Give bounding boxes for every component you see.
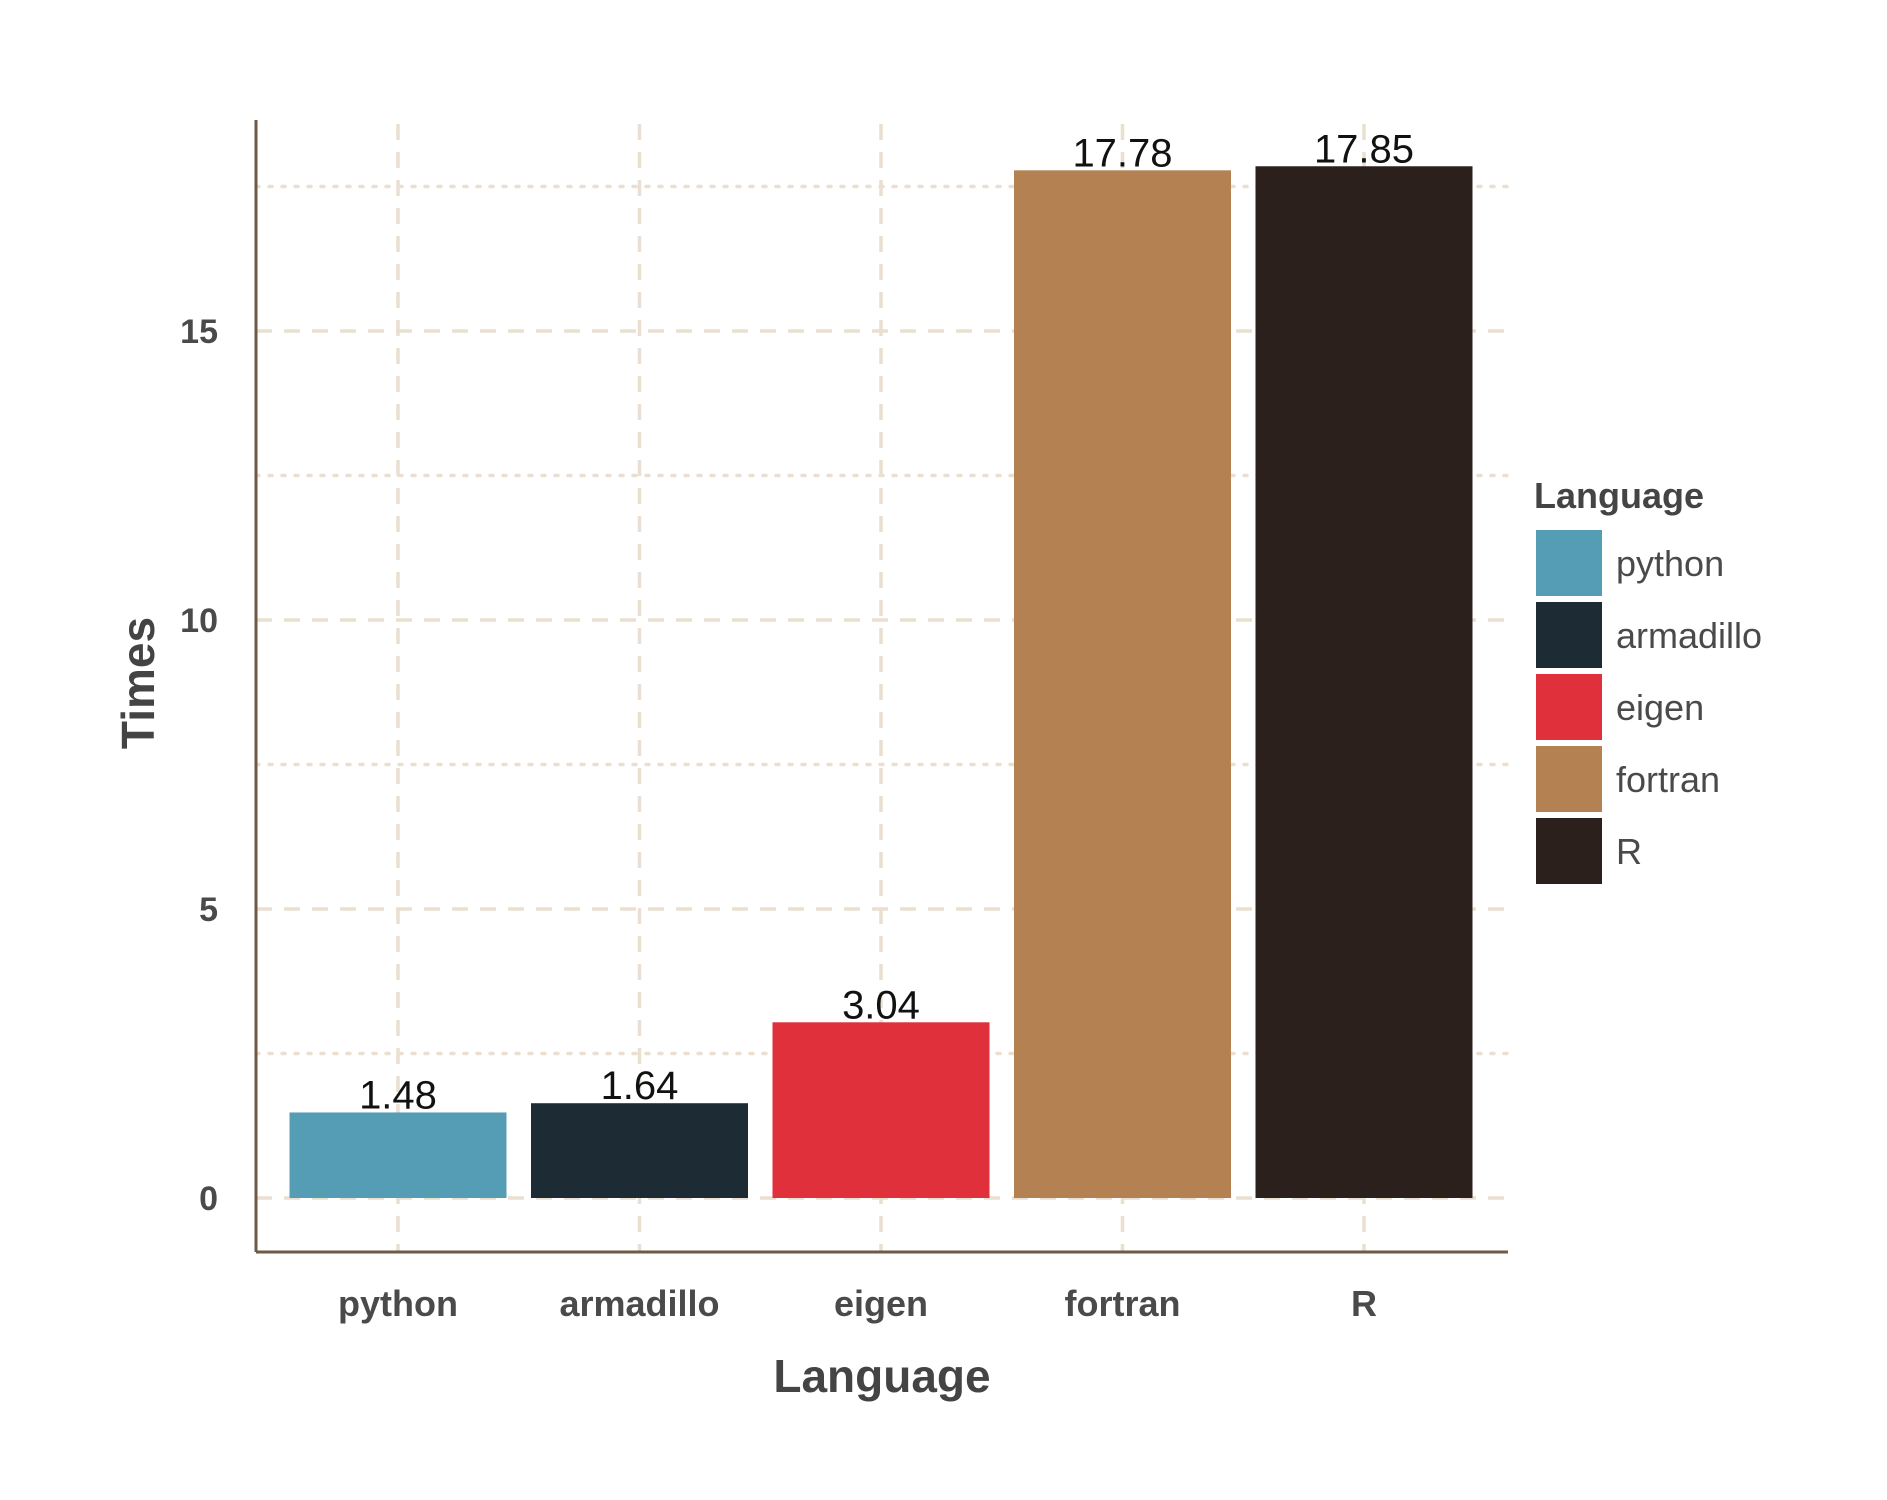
- x-tick-label-fortran: fortran: [1065, 1283, 1181, 1324]
- bar-python: [289, 1112, 507, 1198]
- data-label-armadillo: 1.64: [601, 1064, 679, 1108]
- legend-swatch-eigen: [1536, 674, 1602, 740]
- x-tick-labels: python armadillo eigen fortran R: [338, 1283, 1377, 1324]
- x-tick-label-r: R: [1351, 1283, 1377, 1324]
- axes: [254, 120, 1508, 1254]
- legend-label-eigen: eigen: [1616, 687, 1704, 728]
- legend-title: Language: [1534, 475, 1704, 516]
- bar-armadillo: [531, 1103, 748, 1198]
- y-tick-label: 10: [180, 602, 218, 640]
- legend-swatch-armadillo: [1536, 602, 1602, 668]
- legend-swatch-python: [1536, 530, 1602, 596]
- y-tick-label: 0: [199, 1180, 218, 1218]
- legend: Language python armadillo eigen fortran R: [1534, 475, 1762, 884]
- data-label-fortran: 17.78: [1072, 131, 1172, 175]
- bar-fortran: [1014, 170, 1231, 1198]
- x-tick-label-armadillo: armadillo: [559, 1283, 719, 1324]
- x-tick-label-python: python: [338, 1283, 458, 1324]
- y-tick-label: 5: [199, 891, 218, 929]
- legend-label-python: python: [1616, 543, 1724, 584]
- x-tick-label-eigen: eigen: [834, 1283, 928, 1324]
- y-tick-labels: 0 5 10 15: [180, 313, 218, 1218]
- x-axis-title: Language: [773, 1350, 990, 1402]
- data-label-r: 17.85: [1314, 127, 1414, 171]
- legend-label-r: R: [1616, 831, 1642, 872]
- data-label-eigen: 3.04: [842, 983, 920, 1027]
- legend-swatch-fortran: [1536, 746, 1602, 812]
- legend-swatch-r: [1536, 818, 1602, 884]
- legend-label-fortran: fortran: [1616, 759, 1720, 800]
- bars: [289, 166, 1473, 1198]
- legend-label-armadillo: armadillo: [1616, 615, 1762, 656]
- data-labels: 1.48 1.64 3.04 17.78 17.85: [359, 127, 1414, 1117]
- bar-eigen: [772, 1022, 990, 1198]
- data-label-python: 1.48: [359, 1073, 437, 1117]
- y-tick-label: 15: [180, 313, 218, 351]
- bar-r: [1255, 166, 1473, 1198]
- y-axis-title: Times: [112, 617, 164, 749]
